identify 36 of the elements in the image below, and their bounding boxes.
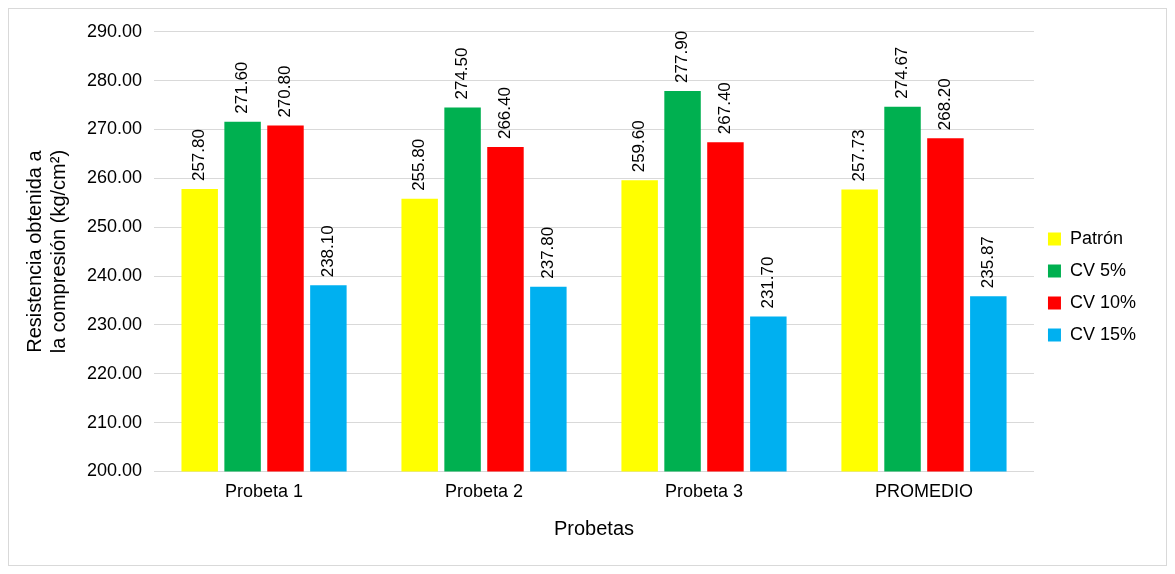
data-label: 268.20 <box>935 78 955 131</box>
x-tick-label: Probeta 3 <box>664 481 744 502</box>
data-label: 257.80 <box>189 129 209 182</box>
y-tick-label: 290.00 <box>86 20 143 41</box>
legend-label: CV 10% <box>1069 291 1137 312</box>
data-label: 277.90 <box>672 30 692 83</box>
y-tick-label: 200.00 <box>86 460 143 481</box>
x-tick-label: Probeta 1 <box>225 481 304 502</box>
x-axis-title: Probetas <box>553 516 635 539</box>
y-axis-title: Resistencia obtenida a la compresión (kg/cm²) <box>22 149 69 354</box>
y-tick-label: 240.00 <box>86 264 143 285</box>
y-tick-label: 230.00 <box>86 313 143 334</box>
y-tick-label: 260.00 <box>86 167 143 188</box>
y-tick-label: 270.00 <box>86 118 143 139</box>
data-label: 259.60 <box>629 120 649 173</box>
data-label: 274.50 <box>452 47 472 100</box>
data-label: 271.60 <box>232 61 252 114</box>
data-label: 237.80 <box>538 226 558 279</box>
y-tick-label: 210.00 <box>86 411 143 432</box>
data-label: 231.70 <box>758 256 778 309</box>
legend-label: Patrón <box>1069 227 1124 248</box>
data-label: 270.80 <box>275 65 295 118</box>
legend-label: CV 15% <box>1069 323 1137 344</box>
data-label: 266.40 <box>495 87 515 140</box>
y-tick-label: 280.00 <box>86 69 143 90</box>
x-tick-label: PROMEDIO <box>874 481 973 502</box>
legend-label: CV 5% <box>1069 259 1126 280</box>
data-label: 257.73 <box>849 129 869 182</box>
y-tick-label: 220.00 <box>86 362 143 383</box>
data-label: 255.80 <box>409 138 429 191</box>
data-label: 274.67 <box>892 46 912 99</box>
data-label: 235.87 <box>978 236 998 289</box>
data-label: 238.10 <box>318 225 338 278</box>
y-tick-label: 250.00 <box>86 216 143 237</box>
data-label: 267.40 <box>715 82 735 135</box>
x-tick-label: Probeta 2 <box>444 481 524 502</box>
